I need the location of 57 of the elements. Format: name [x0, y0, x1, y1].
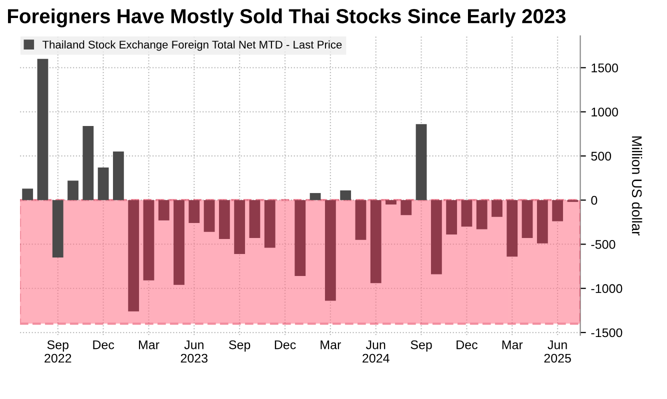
bar: [400, 200, 412, 216]
bar: [324, 200, 336, 301]
bar: [112, 152, 124, 200]
y-tick-label: 0: [591, 196, 598, 205]
x-tick-label: Sep: [410, 340, 432, 352]
y-tick-label: 500: [591, 152, 612, 161]
bar: [52, 200, 64, 258]
x-tick-label: Mar: [502, 340, 523, 350]
bar: [355, 200, 366, 240]
bar: [294, 200, 306, 276]
bar: [188, 200, 200, 224]
x-tick-label: Jun 2023: [180, 340, 208, 363]
bar: [264, 200, 276, 248]
y-tick-label: 1500: [592, 63, 618, 72]
y-tick-label: -500: [591, 240, 616, 249]
x-tick-label: Mar: [320, 340, 341, 350]
y-tick-label: -1000: [591, 284, 622, 294]
x-tick-label: Mar: [138, 340, 160, 350]
bar: [416, 124, 427, 200]
bar: [310, 193, 321, 200]
bar: [476, 200, 488, 230]
bar: [22, 188, 34, 200]
bar: [340, 190, 352, 200]
bar: [218, 200, 230, 239]
x-tick-label: Dec: [274, 340, 296, 350]
bar: [536, 200, 548, 244]
x-tick-label: Jun 2025: [544, 340, 571, 363]
y-tick-label: -1500: [591, 328, 622, 338]
bar: [461, 200, 472, 227]
bar: [143, 200, 154, 280]
y-axis-title: Million US dollar: [632, 136, 642, 236]
bar: [234, 200, 246, 254]
x-tick-label: Dec: [456, 340, 478, 350]
bar: [446, 200, 458, 235]
bar: [249, 200, 260, 238]
bar: [506, 200, 518, 257]
bar: [98, 167, 109, 200]
bar: [82, 126, 94, 200]
bar: [492, 200, 502, 217]
bar: [158, 200, 170, 220]
bar: [128, 200, 140, 312]
bar: [430, 200, 442, 274]
bar: [68, 180, 78, 200]
bar: [386, 200, 396, 205]
y-tick-label: 1000: [592, 108, 618, 116]
chart-title: Foreigners Have Mostly Sold Thai Stocks Since Early 2023: [8, 8, 566, 28]
bar: [204, 200, 215, 232]
bar: [174, 200, 184, 285]
bar: [370, 200, 382, 284]
x-tick-label: Sep 2022: [44, 340, 72, 363]
x-tick-label: Dec: [93, 340, 114, 350]
x-tick-label: Sep: [229, 340, 250, 352]
bar: [37, 58, 48, 200]
bar: [552, 200, 564, 222]
x-tick-label: Jun 2024: [362, 340, 390, 363]
bar: [522, 200, 533, 238]
legend-label: Thailand Stock Exchange Foreign Total Net MTD - Last Price: [42, 40, 342, 51]
